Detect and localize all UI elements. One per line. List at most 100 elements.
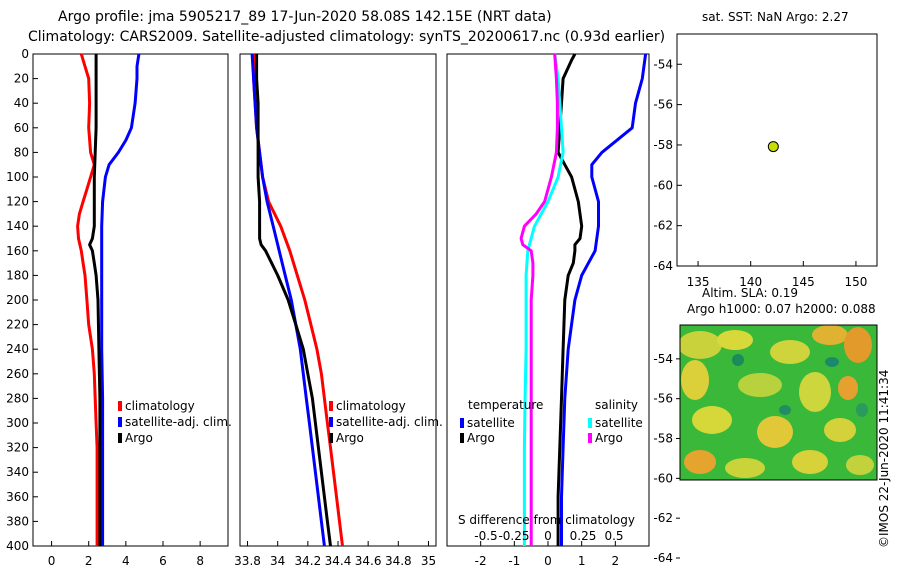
sla-blob: [824, 418, 856, 442]
series-line-satellite-adj-clim-: [100, 53, 141, 546]
sla-y-tick-label: -64: [653, 551, 673, 565]
legend-swatch-sal-argo: [588, 433, 592, 443]
sla-y-tick-label: -62: [653, 511, 673, 525]
sst-map-axes: 135 140 145 150 -54 -56 -58 -60 -62 -64: [653, 57, 867, 289]
legend-label-temp-argo: Argo: [467, 431, 495, 445]
x-tick-label: -1: [508, 554, 520, 568]
series-line-argo: [255, 54, 332, 547]
sla-y-tick-label: -54: [653, 352, 673, 366]
s-difference-tick-label: 0.5: [604, 529, 623, 543]
depth-tick-label: 300: [6, 416, 29, 430]
x-tick-label: 2: [612, 554, 620, 568]
legend-title-temperature: temperature: [468, 398, 543, 412]
argo-location-marker: [767, 141, 779, 153]
depth-tick-label: 0: [21, 47, 29, 61]
map-y-tick-label: -60: [653, 178, 673, 192]
depth-tick-label: 80: [14, 145, 29, 159]
x-tick-label: -2: [475, 554, 487, 568]
series-line-climatology: [76, 53, 99, 546]
legend-label-satellite: satellite-adj. clim.: [336, 415, 443, 429]
sla-blob: [799, 372, 831, 412]
sla-y-tick-label: -58: [653, 432, 673, 446]
temperature-series: [76, 53, 141, 546]
x-tick-label: 35: [421, 554, 436, 568]
x-tick-label: 8: [196, 554, 204, 568]
legend-swatch-satellite: [329, 417, 333, 427]
sla-blob: [717, 330, 753, 350]
sla-blob: [757, 416, 793, 448]
legend-swatch-climatology: [329, 401, 333, 411]
credit-text: ©IMOS 22-Jun-2020 11:41:34: [877, 370, 891, 548]
depth-tick-label: 180: [6, 268, 29, 282]
sla-blob: [844, 327, 872, 363]
legend-swatch-climatology: [118, 401, 122, 411]
depth-axis: 0 20 40 60 80 100 120 140 160 180 200 220 240 260 280 3…: [6, 47, 38, 553]
legend-swatch-satellite: [118, 417, 122, 427]
difference-series: [519, 53, 648, 546]
map-x-tick-label: 140: [739, 275, 762, 289]
x-tick-label: 34.4: [325, 554, 352, 568]
depth-tick-label: 100: [6, 170, 29, 184]
x-tick-label: 6: [159, 554, 167, 568]
difference-plot-frame: [446, 53, 650, 547]
map-y-tick-label: -64: [653, 259, 673, 273]
header-line1: Argo profile: jma 5905217_89 17-Jun-2020…: [58, 9, 552, 25]
legend-label-sal-satellite: satellite: [595, 416, 643, 430]
salinity-legend: climatology satellite-adj. clim. Argo: [329, 399, 443, 445]
salinity-plot-frame: [239, 53, 437, 547]
x-tick-label: 0: [48, 554, 56, 568]
depth-tick-label: 320: [6, 441, 29, 455]
s-difference-tick-label: -0.5: [474, 529, 497, 543]
sla-blob: [681, 360, 709, 400]
depth-tick-label: 380: [6, 514, 29, 528]
depth-tick-label: 280: [6, 391, 29, 405]
map-y-tick-label: -54: [653, 57, 673, 71]
temperature-x-axis: 0 2 4 6 8: [48, 541, 204, 568]
sla-blob: [732, 354, 744, 366]
map-x-tick-label: 150: [844, 275, 867, 289]
legend-label-temp-satellite: satellite: [467, 416, 515, 430]
legend-label-satellite: satellite-adj. clim.: [125, 415, 232, 429]
depth-tick-label: 360: [6, 490, 29, 504]
salinity-series: [250, 53, 344, 547]
depth-tick-label: 400: [6, 539, 29, 553]
depth-tick-label: 340: [6, 465, 29, 479]
s-difference-ticks: -0.5 -0.25 0 0.25 0.5: [474, 529, 623, 543]
depth-tick-label: 240: [6, 342, 29, 356]
map-y-tick-label: -58: [653, 138, 673, 152]
x-tick-label: 34.2: [294, 554, 321, 568]
map-x-tick-label: 135: [687, 275, 710, 289]
x-tick-label: 4: [122, 554, 130, 568]
s-difference-tick-label: 0: [544, 529, 552, 543]
x-tick-label: 34.6: [355, 554, 382, 568]
sla-map-title2: Argo h1000: 0.07 h2000: 0.088: [687, 302, 876, 316]
sla-blob: [825, 357, 839, 367]
depth-tick-label: 40: [14, 96, 29, 110]
depth-tick-label: 140: [6, 219, 29, 233]
map-y-tick-label: -56: [653, 98, 673, 112]
sla-blob: [692, 406, 732, 434]
sla-blob: [846, 455, 874, 475]
sla-blob: [684, 450, 716, 474]
header-line2: Climatology: CARS2009. Satellite-adjuste…: [28, 29, 665, 45]
legend-label-sal-argo: Argo: [595, 431, 623, 445]
depth-tick-label: 200: [6, 293, 29, 307]
x-tick-label: 33.8: [234, 554, 261, 568]
sla-y-tick-label: -56: [653, 392, 673, 406]
legend-swatch-temp-satellite: [460, 418, 464, 428]
legend-title-salinity: salinity: [595, 398, 638, 412]
salinity-x-axis: 33.8 34 34.2 34.4 34.6 34.8 35: [234, 541, 436, 568]
sst-map-title: sat. SST: NaN Argo: 2.27: [702, 10, 849, 24]
legend-swatch-sal-satellite: [588, 418, 592, 428]
series-line-temperature-satellite: [560, 53, 648, 546]
x-tick-label: 2: [85, 554, 93, 568]
sla-blob: [738, 373, 782, 397]
sla-blob: [770, 340, 810, 364]
series-line-climatology: [252, 54, 344, 547]
sla-map-frame: [679, 324, 878, 481]
sla-blob: [792, 450, 828, 474]
sla-map-axes: -54 -56 -58 -60 -62 -64: [653, 352, 680, 565]
sla-blob: [680, 331, 722, 359]
series-line-salinity-satellite: [522, 53, 565, 546]
